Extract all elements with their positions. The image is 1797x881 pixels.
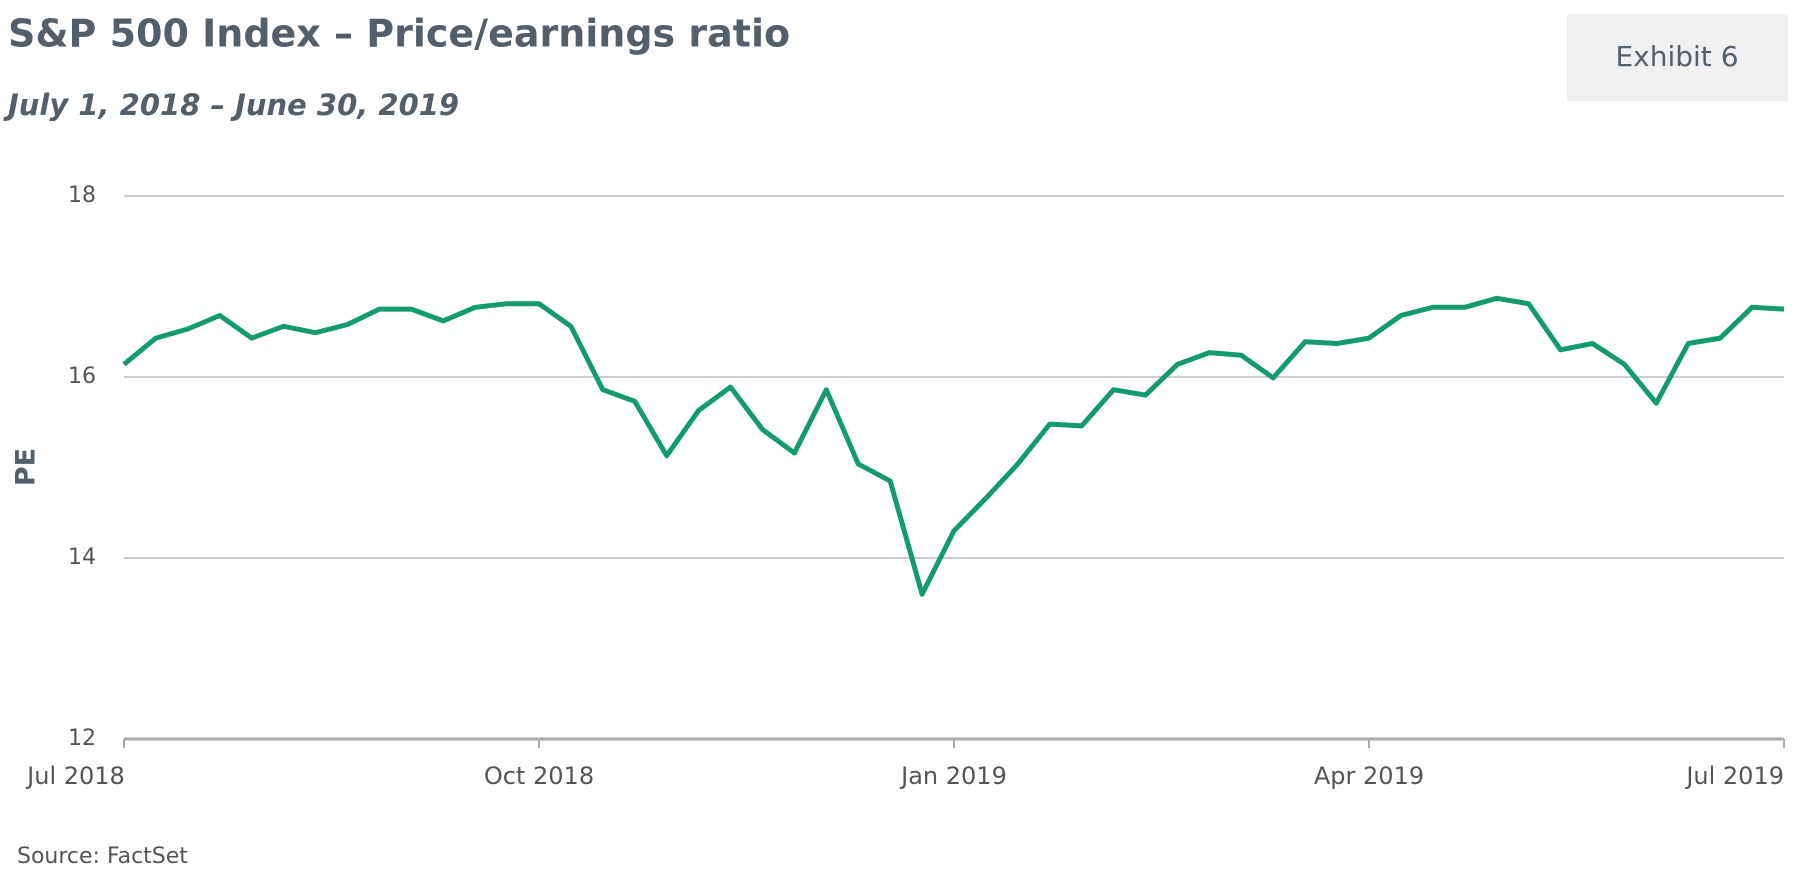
chart-subtitle: July 1, 2018 – June 30, 2019 — [3, 88, 459, 122]
x-tick-label: Jul 2018 — [25, 762, 125, 790]
x-tick-label: Oct 2018 — [484, 762, 594, 790]
y-tick-label: 14 — [68, 545, 96, 570]
x-tick-label: Jul 2019 — [1684, 762, 1784, 790]
y-tick-label: 12 — [68, 726, 96, 751]
x-tick-label: Jan 2019 — [899, 762, 1007, 790]
exhibit-label: Exhibit 6 — [1615, 40, 1738, 73]
exhibit-box — [1567, 14, 1788, 101]
x-tick-label: Apr 2019 — [1314, 762, 1424, 790]
y-tick-label: 16 — [68, 364, 96, 389]
source: Source: FactSet — [17, 844, 188, 869]
y-axis-label: PE — [11, 448, 42, 486]
line — [122, 295, 1785, 597]
y-tick-label: 18 — [68, 183, 96, 208]
chart-title: S&P 500 Index – Price/earnings ratio — [8, 12, 790, 56]
